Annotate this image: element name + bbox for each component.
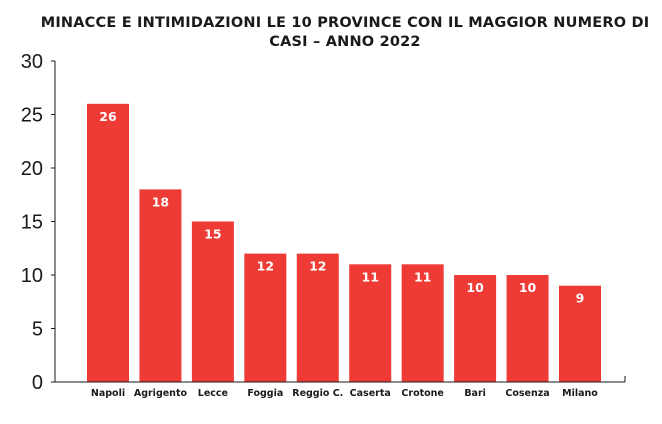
y-tick-label: 15 [21,212,43,234]
data-label: 18 [152,194,169,209]
axes [54,61,626,383]
x-tick-label: Milano [562,388,598,399]
bars [87,103,601,383]
data-label: 12 [257,259,274,274]
data-label: 26 [99,109,117,124]
y-tick-label: 5 [32,319,43,341]
x-tick-label: Foggia [247,388,283,399]
bar [244,253,287,382]
x-tick-label: Lecce [198,388,228,399]
y-axis-ticks: 0 5 10 15 20 25 30 [21,51,55,394]
x-tick-label: Napoli [91,388,125,399]
bar [87,103,129,383]
data-label: 15 [204,227,221,242]
data-label: 11 [414,269,431,284]
x-tick-label: Cosenza [505,388,549,399]
x-tick-label: Crotone [401,388,443,399]
bar [454,275,497,382]
bar [506,275,549,382]
data-label: 10 [519,280,537,295]
bar [191,221,234,382]
data-label: 9 [576,291,585,306]
bar [559,285,601,382]
data-label: 10 [466,280,484,295]
x-tick-label: Reggio C. [292,388,343,399]
bar [349,264,392,382]
x-tick-label: Bari [464,388,486,399]
y-tick-label: 10 [21,265,43,287]
chart-title: MINACCE E INTIMIDAZIONI LE 10 PROVINCE C… [40,14,650,52]
data-label: 11 [362,269,379,284]
bar [296,253,339,382]
data-labels: 26 18 15 12 12 11 11 10 10 9 [99,109,584,306]
chart-title-line-1: MINACCE E INTIMIDAZIONI LE 10 PROVINCE C… [40,15,650,31]
y-tick-label: 25 [21,105,43,127]
x-tick-label: Caserta [350,388,391,399]
y-tick-label: 30 [21,51,43,73]
data-label: 12 [309,259,326,274]
x-axis-ticks: Napoli Agrigento Lecce Foggia Reggio C. Caser… [91,388,598,399]
x-tick-label: Agrigento [134,388,188,399]
y-tick-label: 20 [21,158,43,180]
y-tick-label: 0 [32,372,43,394]
chart-title-line-2: CASI – ANNO 2022 [269,34,421,50]
bar [401,264,444,382]
bar [139,189,182,382]
